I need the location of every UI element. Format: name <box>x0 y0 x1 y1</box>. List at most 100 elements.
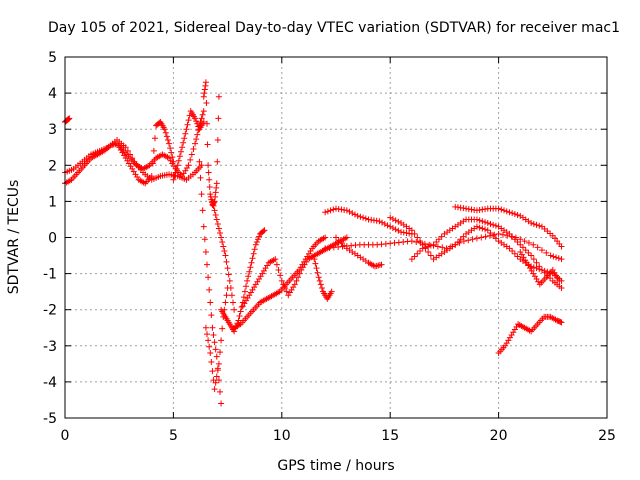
x-tick-label: 10 <box>273 428 291 444</box>
data-point <box>457 236 464 243</box>
data-point <box>174 162 181 169</box>
data-point <box>124 147 131 154</box>
data-point <box>511 211 518 218</box>
data-point <box>427 242 434 249</box>
data-point <box>498 206 505 213</box>
data-point <box>275 266 282 273</box>
data-point <box>215 377 222 384</box>
data-point <box>162 129 169 136</box>
series-sat-a <box>62 115 73 125</box>
data-point <box>218 234 225 241</box>
x-tick-label: 5 <box>169 428 178 444</box>
data-point <box>519 244 526 251</box>
data-point <box>200 223 207 230</box>
data-point <box>207 350 214 357</box>
data-point <box>204 261 211 268</box>
data-point <box>170 176 177 183</box>
data-point <box>506 209 513 216</box>
data-point <box>164 137 171 144</box>
data-point <box>413 239 420 246</box>
data-point <box>169 154 176 161</box>
series-sat-m <box>311 256 335 302</box>
data-point <box>224 265 231 272</box>
data-point <box>487 220 494 227</box>
data-point <box>479 225 486 232</box>
data-point <box>392 226 399 233</box>
data-point <box>197 174 204 181</box>
data-point <box>327 207 334 214</box>
series-sat-t <box>517 248 563 288</box>
data-point <box>204 141 211 148</box>
data-point <box>491 231 498 238</box>
data-point <box>487 229 494 236</box>
data-point <box>260 228 267 235</box>
data-point <box>205 169 212 176</box>
data-point <box>202 79 209 86</box>
data-point <box>543 249 550 256</box>
data-point <box>479 218 486 225</box>
data-point <box>192 140 199 147</box>
data-point <box>179 144 186 151</box>
data-point <box>291 281 298 288</box>
series-sat-r <box>408 216 565 292</box>
data-point <box>525 249 532 256</box>
data-point <box>514 211 521 218</box>
data-point <box>335 237 342 244</box>
data-point <box>430 241 437 248</box>
data-point <box>312 260 319 267</box>
data-point <box>201 236 208 243</box>
data-point <box>536 263 543 270</box>
data-point <box>389 225 396 232</box>
data-point <box>204 331 211 338</box>
data-point <box>408 238 415 245</box>
data-point <box>214 220 221 227</box>
data-point <box>219 239 226 246</box>
data-point <box>185 117 192 124</box>
data-point <box>206 343 213 350</box>
series-sat-e <box>170 108 207 183</box>
y-tick-label: 2 <box>48 158 57 174</box>
data-point <box>151 135 158 142</box>
data-point <box>514 253 521 260</box>
data-point <box>522 247 529 254</box>
data-point <box>187 156 194 163</box>
series-sat-n <box>322 205 415 237</box>
data-point <box>509 233 516 240</box>
data-point <box>296 270 303 277</box>
data-point <box>256 233 263 240</box>
y-tick-label: 4 <box>48 86 57 102</box>
data-point <box>188 151 195 158</box>
data-point <box>210 202 217 209</box>
data-point <box>433 239 440 246</box>
data-point <box>209 324 216 331</box>
data-point <box>376 218 383 225</box>
data-point <box>244 277 251 284</box>
data-point <box>261 227 268 234</box>
data-point <box>414 234 421 241</box>
data-point <box>214 158 221 165</box>
data-point <box>517 241 524 248</box>
data-point <box>202 248 209 255</box>
data-point <box>166 140 173 147</box>
data-point <box>315 274 322 281</box>
data-point <box>411 253 418 260</box>
data-point <box>168 149 175 156</box>
series-sat-h <box>202 285 231 393</box>
data-point <box>212 211 219 218</box>
data-point <box>434 243 441 250</box>
data-point <box>206 183 213 190</box>
data-point <box>438 233 445 240</box>
data-point <box>511 250 518 257</box>
data-point <box>316 277 323 284</box>
data-point <box>181 135 188 142</box>
point-layer <box>62 79 565 407</box>
data-point <box>190 146 197 153</box>
data-point <box>219 325 226 332</box>
data-point <box>417 238 424 245</box>
data-point <box>250 250 257 257</box>
data-point <box>351 211 358 218</box>
data-point <box>194 120 201 127</box>
data-point <box>205 162 212 169</box>
data-point <box>528 252 535 259</box>
